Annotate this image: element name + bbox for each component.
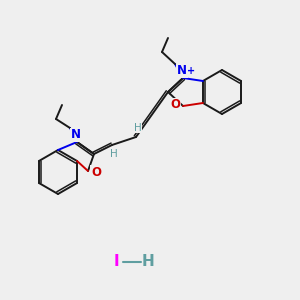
Text: H: H <box>142 254 154 269</box>
Text: H: H <box>134 123 142 133</box>
Text: H: H <box>110 149 118 159</box>
Text: N: N <box>177 64 187 77</box>
Text: I: I <box>113 254 119 269</box>
Text: O: O <box>91 166 101 178</box>
Text: O: O <box>170 98 180 112</box>
Text: N: N <box>71 128 81 142</box>
Text: +: + <box>187 66 195 76</box>
Text: O: O <box>91 166 101 178</box>
Text: N: N <box>71 128 81 142</box>
